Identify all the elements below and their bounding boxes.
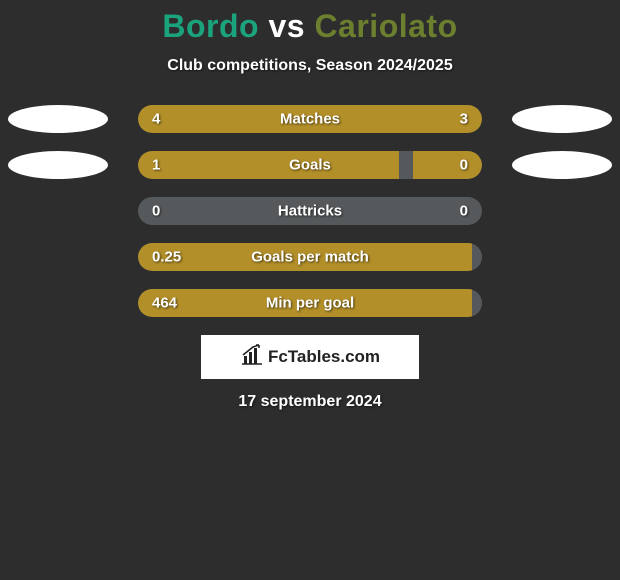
- title-player2: Cariolato: [314, 8, 457, 44]
- title-player1: Bordo: [162, 8, 259, 44]
- stat-value-left: 0.25: [152, 249, 181, 266]
- stat-row: 0 0 Hattricks: [0, 197, 620, 225]
- stat-value-left: 1: [152, 157, 160, 174]
- left-ellipse: [8, 105, 108, 133]
- comparison-card: Bordo vs Cariolato Club competitions, Se…: [0, 0, 620, 580]
- stat-value-right: 0: [460, 203, 468, 220]
- stat-row: 464 Min per goal: [0, 289, 620, 317]
- stat-bar: 0.25 Goals per match: [138, 243, 482, 271]
- stat-bar: 0 0 Hattricks: [138, 197, 482, 225]
- title-vs: vs: [268, 8, 305, 44]
- stat-bar: 4 3 Matches: [138, 105, 482, 133]
- stat-label: Matches: [280, 111, 340, 128]
- stat-value-left: 4: [152, 111, 160, 128]
- bar-chart-icon: [240, 344, 264, 371]
- stat-label: Goals: [289, 157, 331, 174]
- brand-text: FcTables.com: [268, 347, 380, 367]
- right-ellipse: [512, 105, 612, 133]
- stat-value-left: 464: [152, 295, 177, 312]
- stat-row: 0.25 Goals per match: [0, 243, 620, 271]
- stat-value-left: 0: [152, 203, 160, 220]
- stat-row: 1 0 Goals: [0, 151, 620, 179]
- subtitle: Club competitions, Season 2024/2025: [0, 57, 620, 75]
- bar-fill-right: [413, 151, 482, 179]
- stat-label: Goals per match: [251, 249, 369, 266]
- stats-rows: 4 3 Matches 1 0 Goals 0 0 Hattricks 0.25 Goals per…: [0, 105, 620, 317]
- page-title: Bordo vs Cariolato: [0, 8, 620, 45]
- bar-fill-left: [138, 151, 399, 179]
- left-ellipse: [8, 151, 108, 179]
- stat-row: 4 3 Matches: [0, 105, 620, 133]
- stat-value-right: 0: [460, 157, 468, 174]
- stat-bar: 464 Min per goal: [138, 289, 482, 317]
- stat-value-right: 3: [460, 111, 468, 128]
- stat-bar: 1 0 Goals: [138, 151, 482, 179]
- stat-label: Hattricks: [278, 203, 342, 220]
- stat-label: Min per goal: [266, 295, 354, 312]
- brand-badge: FcTables.com: [201, 335, 419, 379]
- right-ellipse: [512, 151, 612, 179]
- date-label: 17 september 2024: [0, 393, 620, 411]
